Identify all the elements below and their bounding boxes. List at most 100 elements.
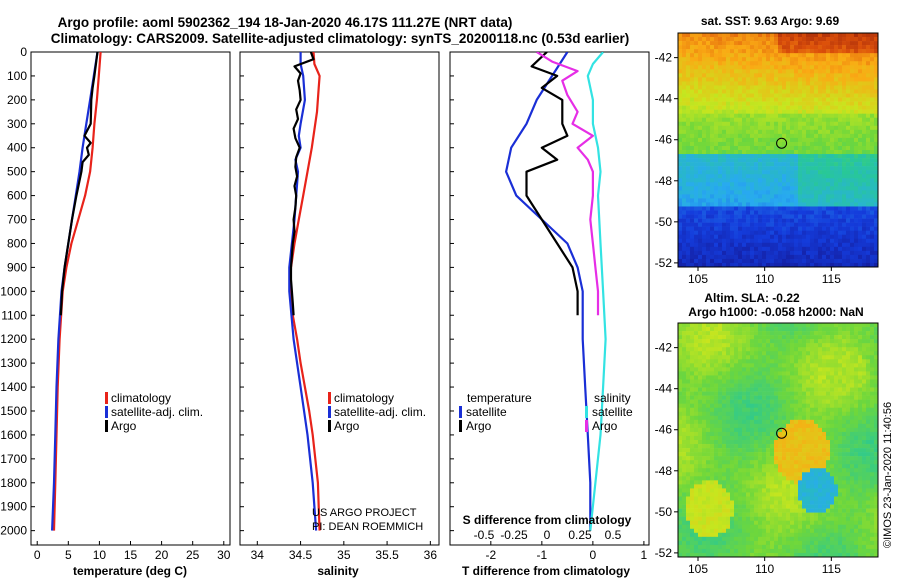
map-cell [782, 133, 787, 139]
map-cell [854, 242, 859, 248]
map-cell [730, 367, 735, 372]
map-cell [818, 327, 823, 332]
map-cell [770, 427, 775, 433]
map-cell [774, 101, 779, 106]
map-cell [698, 198, 703, 203]
map-cell [718, 158, 723, 163]
map-cell [702, 194, 707, 199]
map-cell [718, 411, 723, 417]
map-cell [766, 206, 771, 211]
map-cell [718, 254, 723, 260]
map-cell [850, 456, 855, 461]
map-cell [718, 395, 723, 400]
map-cell [762, 448, 767, 453]
map-cell [758, 141, 763, 147]
map-cell [726, 37, 731, 42]
map-cell [838, 133, 843, 139]
map-cell [826, 73, 831, 78]
map-cell [734, 174, 739, 179]
map-cell [858, 33, 863, 38]
map-cell [810, 355, 815, 360]
map-cell [854, 49, 859, 54]
map-cell [862, 93, 867, 98]
map-cell [850, 81, 855, 86]
map-cell [734, 468, 739, 473]
map-cell [834, 198, 839, 203]
map-cell [790, 137, 795, 143]
map-cell [678, 121, 683, 127]
map-cell [710, 218, 715, 223]
map-cell [730, 331, 735, 336]
map-cell [706, 427, 711, 433]
map-cell [770, 464, 775, 469]
map-cell [774, 234, 779, 240]
map-cell [758, 182, 763, 187]
map-cell [854, 85, 859, 90]
map-cell [722, 383, 727, 388]
map-cell [834, 133, 839, 139]
map-cell [802, 403, 807, 409]
map-cell [838, 468, 843, 473]
map-cell [842, 468, 847, 473]
map-cell [766, 129, 771, 135]
map-cell [734, 464, 739, 469]
map-cell [682, 363, 687, 368]
map-cell [786, 395, 791, 400]
map-cell [850, 158, 855, 163]
map-cell [834, 65, 839, 70]
map-cell [746, 435, 751, 441]
map-cell [798, 89, 803, 94]
map-cell [786, 89, 791, 94]
map-cell [762, 158, 767, 163]
map-cell [750, 133, 755, 139]
map-cell [678, 230, 683, 236]
legend-label-satellite: satellite-adj. clim. [334, 405, 426, 419]
map-cell [842, 464, 847, 469]
map-cell [770, 198, 775, 203]
map-cell [850, 97, 855, 102]
map-cell [686, 355, 691, 360]
map-cell [778, 335, 783, 340]
map-cell [714, 214, 719, 219]
map-cell [694, 45, 699, 50]
map-cell [850, 57, 855, 62]
map-cell [738, 158, 743, 163]
map-cell [774, 65, 779, 70]
map-cell [834, 387, 839, 392]
map-cell [862, 202, 867, 207]
map-cell [806, 427, 811, 433]
map-cell [818, 435, 823, 441]
map-cell [714, 61, 719, 66]
map-cell [794, 145, 799, 151]
map-cell [782, 174, 787, 179]
map-cell [762, 178, 767, 183]
map-cell [682, 456, 687, 461]
map-cell [746, 383, 751, 388]
map-cell [870, 202, 875, 207]
map-cell [694, 174, 699, 179]
map-cell [854, 105, 859, 110]
map-cell [682, 411, 687, 417]
map-cell [758, 431, 763, 437]
map-cell [706, 166, 711, 171]
map-cell [718, 57, 723, 62]
map-cell [858, 81, 863, 86]
map-cell [834, 89, 839, 94]
map-cell [762, 427, 767, 433]
map-cell [686, 238, 691, 244]
map-cell [750, 242, 755, 248]
map-cell [802, 226, 807, 231]
map-cell [758, 162, 763, 167]
map-cell [678, 226, 683, 231]
map-cell [822, 411, 827, 417]
map-cell [678, 137, 683, 143]
map-cell [678, 359, 683, 364]
map-cell [874, 399, 878, 404]
map-cell [706, 391, 711, 396]
map-cell [734, 347, 739, 352]
map-cell [706, 323, 711, 328]
map-cell [718, 403, 723, 409]
map-cell [850, 262, 855, 267]
map-cell [758, 186, 763, 191]
map-cell [698, 460, 703, 465]
